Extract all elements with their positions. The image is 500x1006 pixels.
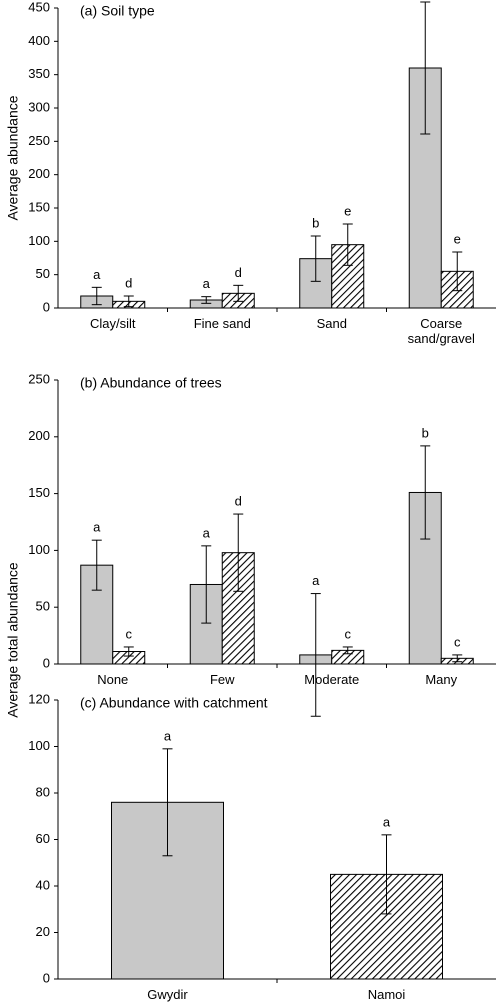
y-tick-label: 350 [28, 66, 50, 81]
x-tick-label: Moderate [304, 672, 360, 687]
y-tick-label: 450 [28, 0, 50, 14]
x-tick-label: Sand [316, 316, 347, 331]
x-tick-label: Coarse sand/gravel [407, 316, 475, 346]
y-tick-label: 20 [36, 924, 50, 939]
y-tick-label: 0 [43, 655, 50, 670]
significance-letter: a [164, 728, 172, 743]
y-tick-label: 150 [28, 485, 50, 500]
significance-letter: a [203, 276, 211, 291]
significance-letter: c [126, 626, 133, 641]
y-tick-label: 100 [28, 233, 50, 248]
y-tick-label: 300 [28, 99, 50, 114]
y-tick-label: 250 [28, 371, 50, 386]
significance-letter: a [203, 525, 211, 540]
bar [408, 67, 442, 309]
x-tick-label: Few [209, 672, 235, 687]
x-tick-label: Clay/silt [89, 316, 136, 331]
x-tick-label: Namoi [367, 987, 406, 1002]
panel-title: (a) Soil type [80, 3, 155, 19]
y-axis-label: Average abundance [5, 95, 21, 220]
significance-letter: c [345, 626, 352, 641]
y-tick-label: 150 [28, 199, 50, 214]
y-tick-label: 0 [43, 299, 50, 314]
x-tick-label: None [97, 672, 129, 687]
significance-letter: b [312, 215, 319, 230]
y-tick-label: 200 [28, 428, 50, 443]
y-tick-label: 200 [28, 166, 50, 181]
y-tick-label: 100 [28, 738, 50, 753]
y-axis-label: Average total abundance [5, 562, 21, 718]
x-tick-label: Many [425, 672, 458, 687]
significance-letter: a [383, 814, 391, 829]
x-tick-label: Fine sand [193, 316, 251, 331]
significance-letter: c [454, 634, 461, 649]
y-tick-label: 100 [28, 542, 50, 557]
significance-letter: d [125, 275, 132, 290]
y-tick-label: 40 [36, 877, 50, 892]
significance-letter: d [235, 265, 242, 280]
significance-letter: a [93, 267, 101, 282]
significance-letter: e [344, 203, 351, 218]
panel-title: (b) Abundance of trees [80, 375, 222, 391]
x-tick-label: Gwydir [147, 987, 188, 1002]
y-tick-label: 0 [43, 970, 50, 985]
significance-letter: a [93, 520, 101, 535]
y-tick-label: 80 [36, 784, 50, 799]
y-tick-label: 50 [36, 599, 50, 614]
y-tick-label: 250 [28, 133, 50, 148]
significance-letter: a [312, 573, 320, 588]
y-tick-label: 60 [36, 831, 50, 846]
y-tick-label: 120 [28, 691, 50, 706]
panel-title: (c) Abundance with catchment [80, 695, 268, 711]
significance-letter: b [422, 425, 429, 440]
y-tick-label: 400 [28, 33, 50, 48]
y-tick-label: 50 [36, 266, 50, 281]
significance-letter: e [454, 231, 461, 246]
significance-letter: d [235, 493, 242, 508]
